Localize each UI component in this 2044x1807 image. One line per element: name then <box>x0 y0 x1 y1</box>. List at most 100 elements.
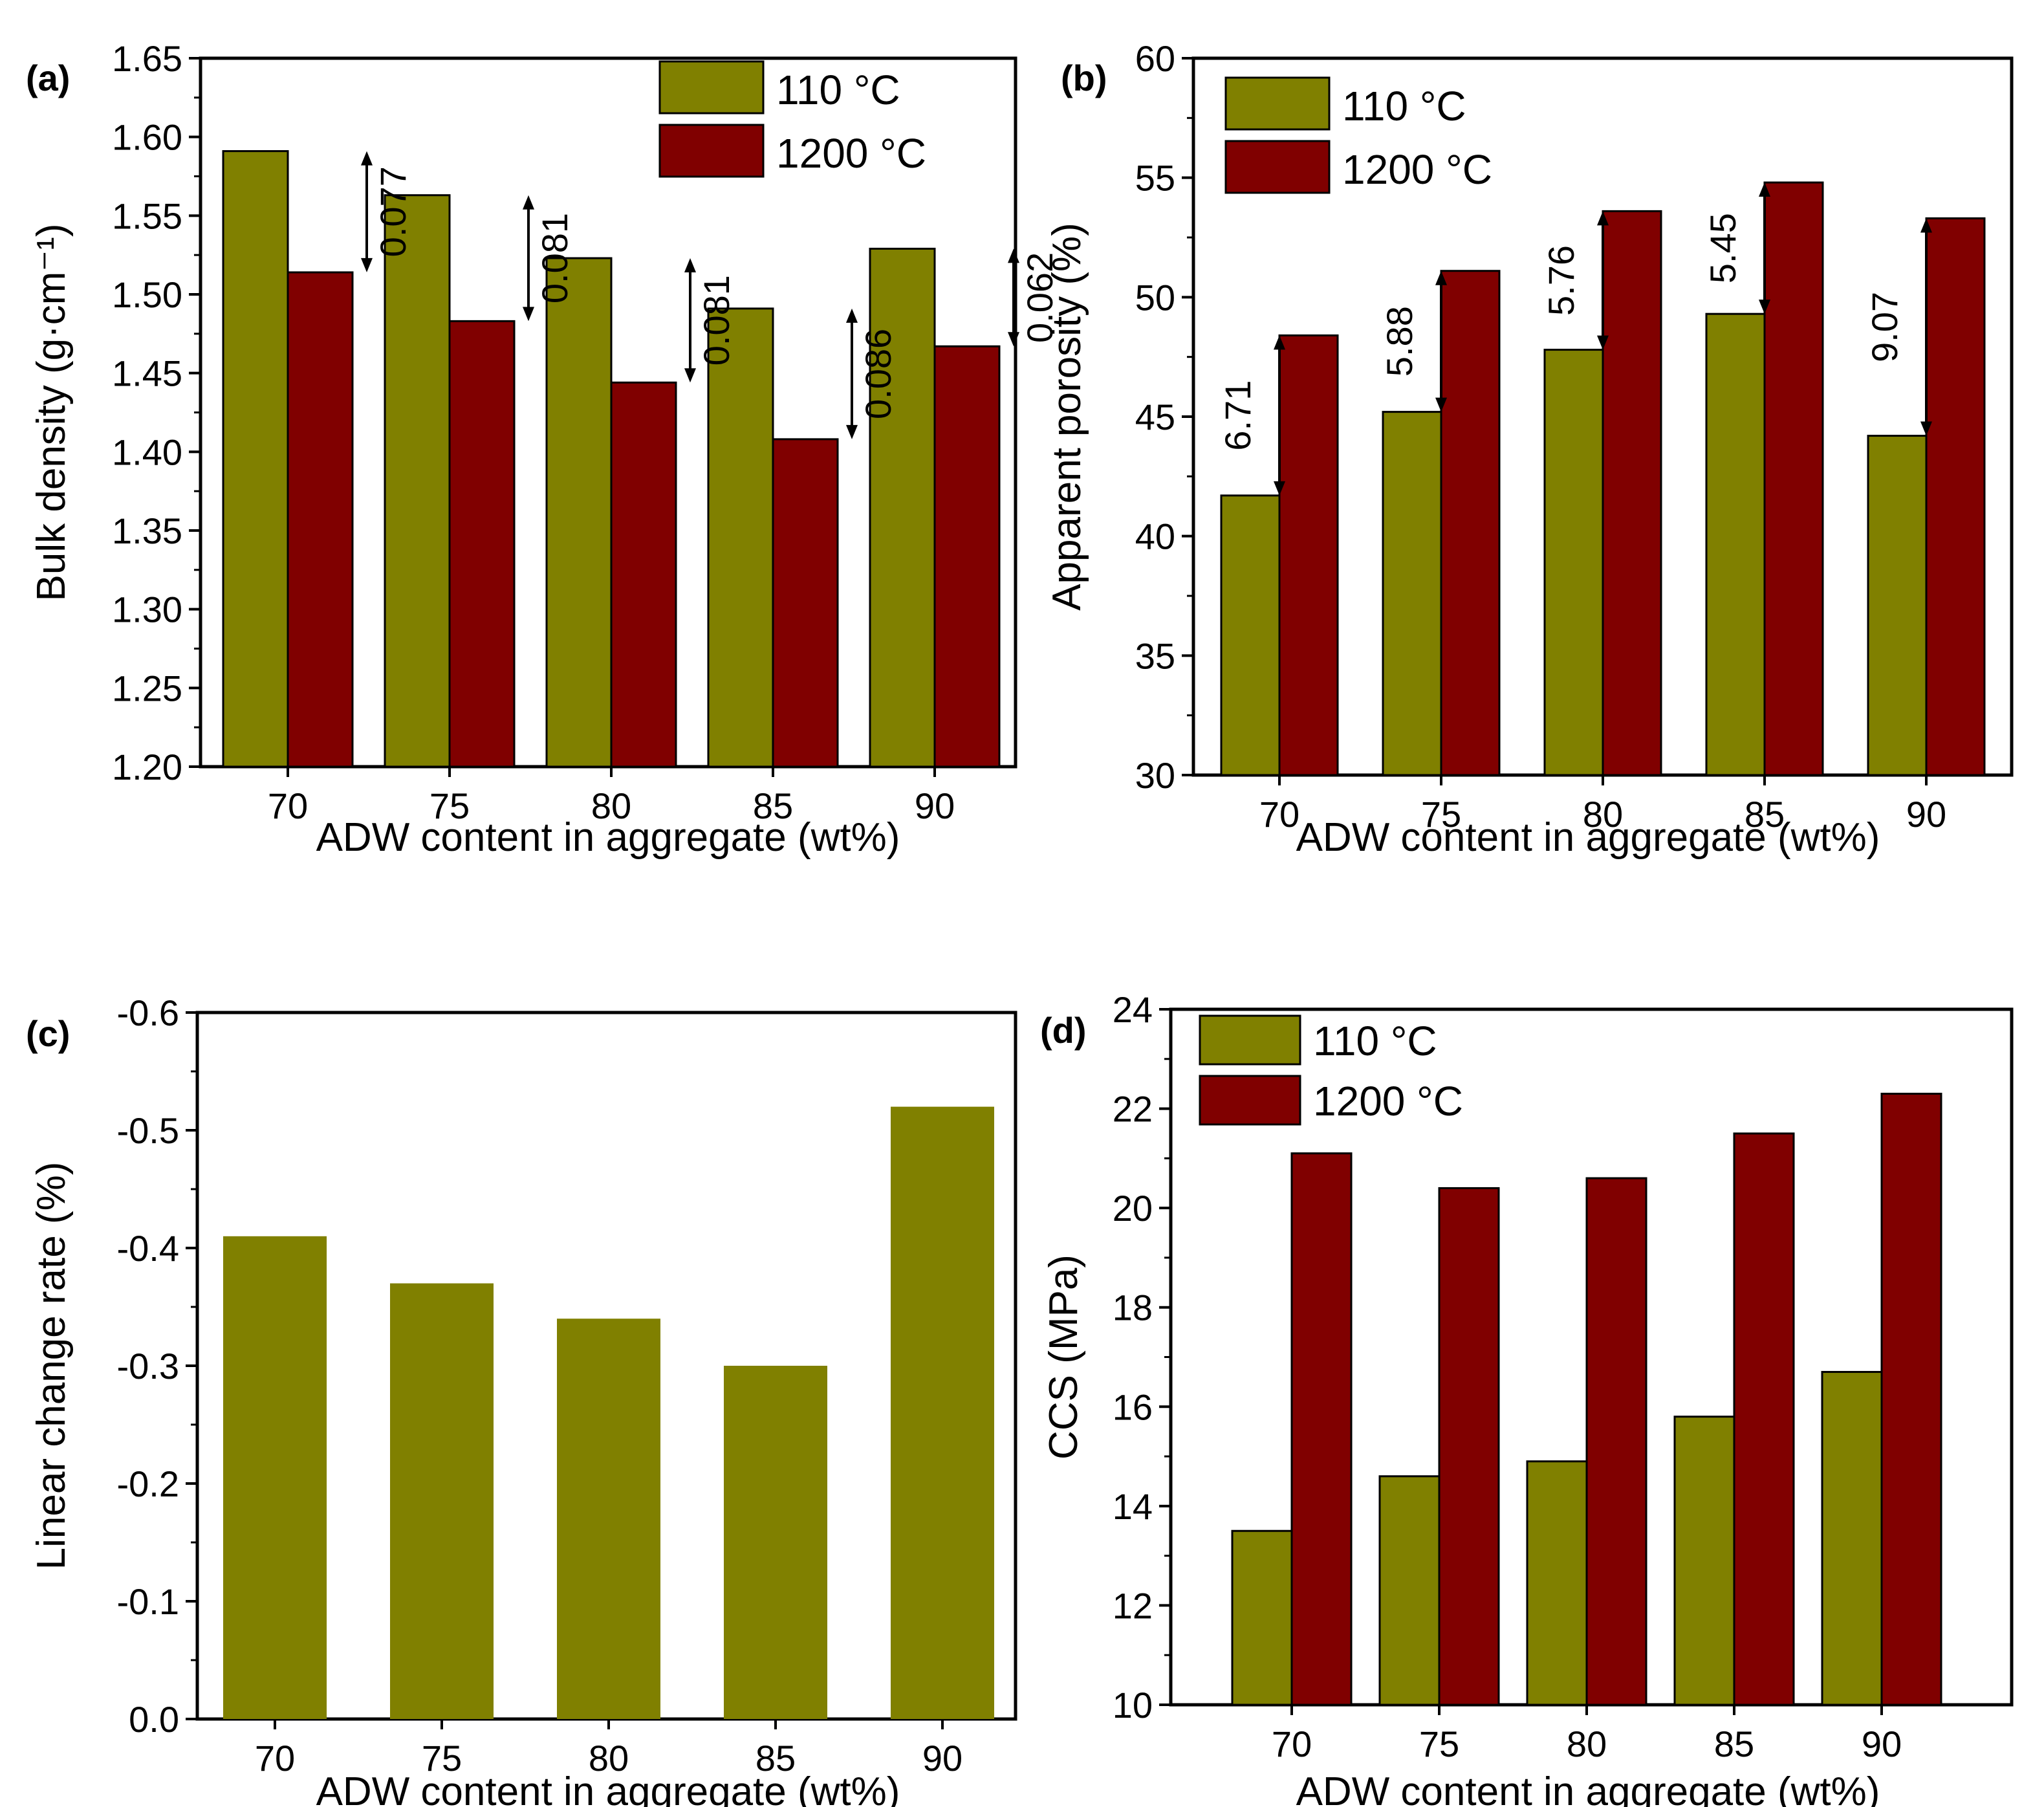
legend-swatch-0 <box>658 60 765 115</box>
chart-panel-c: 0.0 -0.1 -0.2 -0.3 -0.4 -0.5 -0.6 70 75 80 85 90 (c)… <box>26 992 1017 1807</box>
diff-annotation: 0.081 <box>696 275 737 366</box>
x-tick-label: 75 <box>429 785 470 826</box>
y-axis-label: Linear change rate (%) <box>29 1162 74 1570</box>
diff-arrow-head-down <box>361 257 373 272</box>
diff-annotation: 5.76 <box>1541 245 1582 316</box>
y-tick-label: 10 <box>1113 1685 1153 1725</box>
bar-110c-70 <box>222 150 289 768</box>
panel-label: (b) <box>1061 58 1107 98</box>
x-tick-label: 70 <box>1259 794 1299 835</box>
y-tick-label: 1.25 <box>112 668 182 708</box>
bar-1200c-90 <box>1880 1093 1942 1706</box>
diff-annotation: 9.07 <box>1864 292 1905 362</box>
y-tick-label: 35 <box>1135 635 1175 676</box>
y-axis-label: Apparent porosity (%) <box>1045 223 1089 611</box>
panel-label: (d) <box>1040 1010 1087 1051</box>
x-tick-label: 80 <box>591 785 631 826</box>
y-axis-label: CCS (MPa) <box>1041 1254 1086 1460</box>
x-axis-label: ADW content in aggregate (wt%) <box>316 1769 900 1807</box>
bar-1200c-75 <box>1438 1187 1500 1706</box>
diff-arrow-head-down <box>523 307 534 322</box>
legend-swatch-1 <box>1199 1075 1301 1126</box>
y-tick-label: 16 <box>1113 1386 1153 1427</box>
y-tick-label: -0.3 <box>117 1346 180 1386</box>
x-tick-label: 85 <box>1745 794 1785 835</box>
bar-110c-90 <box>1867 435 1928 776</box>
x-tick-label: 85 <box>1714 1724 1754 1764</box>
x-tick-label: 70 <box>268 785 308 826</box>
diff-arrow-head-up <box>1920 218 1932 233</box>
diff-arrow-head-up <box>1597 211 1609 226</box>
diff-arrow-head-down <box>1597 335 1609 350</box>
y-tick-label: 55 <box>1135 158 1175 199</box>
bar-110c-90 <box>869 247 936 768</box>
diff-annotation: 0.077 <box>373 166 413 257</box>
x-tick-label: 90 <box>915 785 955 826</box>
bar-110c-80 <box>545 257 613 768</box>
x-tick-label: 90 <box>1906 794 1946 835</box>
bar-series-90 <box>891 1106 994 1719</box>
x-tick-label: 70 <box>1272 1724 1312 1764</box>
chart-panel-a: 1.20 1.25 1.30 1.35 1.40 1.45 1.50 1.55 1.60 1.65… <box>26 38 1060 860</box>
bar-1200c-80 <box>1602 210 1662 776</box>
bar-1200c-90 <box>1925 217 1986 776</box>
diff-annotation: 6.71 <box>1217 380 1258 451</box>
diff-arrow-head-up <box>1435 270 1447 285</box>
diff-arrow-head-down <box>1008 332 1019 347</box>
y-tick-label: 45 <box>1135 397 1175 437</box>
bar-1200c-85 <box>1733 1132 1795 1706</box>
y-tick-label: 18 <box>1113 1287 1153 1328</box>
y-tick-label: 30 <box>1135 755 1175 796</box>
diff-annotation: 0.062 <box>1019 252 1060 343</box>
y-tick-label: 1.55 <box>112 195 182 236</box>
y-tick-label: -0.6 <box>117 992 180 1033</box>
diff-arrow-head-up <box>846 308 858 323</box>
bar-110c-75 <box>1382 411 1442 776</box>
y-tick-label: -0.4 <box>117 1228 180 1269</box>
legend-label-0: 110 °C <box>1342 83 1466 129</box>
y-tick-label: 0.0 <box>129 1699 179 1740</box>
legend-label-1: 1200 °C <box>1342 146 1492 193</box>
bar-110c-90 <box>1821 1371 1883 1706</box>
x-tick-label: 80 <box>589 1738 629 1779</box>
x-tick-label: 75 <box>1419 1724 1459 1764</box>
bar-110c-85 <box>1673 1416 1735 1706</box>
diff-arrow-head-up <box>684 258 696 273</box>
legend-label-0: 110 °C <box>776 67 900 113</box>
x-tick-label: 75 <box>1421 794 1461 835</box>
bar-1200c-80 <box>1585 1177 1647 1706</box>
y-tick-label: 50 <box>1135 277 1175 318</box>
y-tick-label: 22 <box>1113 1089 1153 1130</box>
bar-110c-85 <box>707 307 774 768</box>
diff-arrow-head-up <box>361 151 373 166</box>
y-tick-label: 1.60 <box>112 117 182 158</box>
bar-110c-85 <box>1705 312 1766 776</box>
bar-110c-70 <box>1231 1529 1293 1706</box>
diff-annotation: 0.086 <box>858 329 898 419</box>
x-tick-label: 90 <box>922 1738 962 1779</box>
bar-1200c-90 <box>933 345 1001 768</box>
y-tick-label: 14 <box>1113 1486 1153 1527</box>
bar-110c-70 <box>1220 494 1281 776</box>
diff-arrow-head-up <box>1008 248 1019 263</box>
y-tick-label: 1.35 <box>112 510 182 551</box>
y-tick-label: 1.65 <box>112 38 182 79</box>
bar-1200c-75 <box>448 320 516 768</box>
diff-arrow-head-down <box>1435 397 1447 412</box>
bar-1200c-70 <box>287 271 354 768</box>
panel-label: (a) <box>26 58 70 98</box>
x-tick-label: 75 <box>422 1738 462 1779</box>
bar-series-75 <box>390 1283 494 1719</box>
diff-arrow-head-down <box>684 368 696 383</box>
x-axis-label: ADW content in aggregate (wt%) <box>316 815 900 860</box>
legend-swatch-1 <box>658 124 765 178</box>
chart-panel-b: 30 35 40 45 50 55 60 70 75 80 85 90 6.71 5.88 5.76 5.45… <box>1045 38 2014 860</box>
x-tick-label: 90 <box>1862 1724 1902 1764</box>
y-tick-label: 24 <box>1113 989 1153 1030</box>
y-tick-label: 40 <box>1135 516 1175 557</box>
legend-swatch-0 <box>1199 1014 1301 1066</box>
bar-110c-75 <box>384 194 451 768</box>
x-axis-label: ADW content in aggregate (wt%) <box>1296 815 1880 860</box>
y-tick-label: 1.30 <box>112 589 182 630</box>
